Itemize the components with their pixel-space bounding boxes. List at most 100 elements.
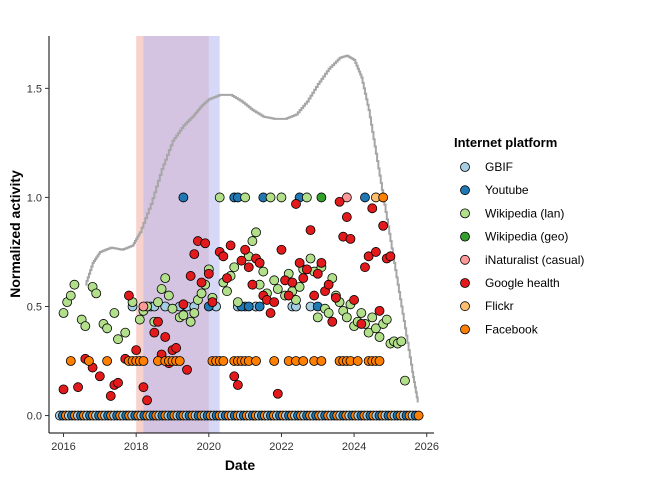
point-google-health	[356, 319, 367, 329]
point-wikipedia-lan	[196, 288, 207, 299]
point-google-health	[272, 388, 283, 399]
legend-key-facebook	[460, 324, 470, 335]
legend-key-gbif	[460, 162, 470, 172]
point-wikipedia-lan	[109, 308, 120, 318]
point-google-health	[113, 377, 123, 388]
legend-label-youtube: Youtube	[485, 183, 529, 197]
point-wikipedia-lan	[113, 334, 123, 345]
point-google-health	[124, 290, 134, 301]
point-google-health	[294, 257, 305, 268]
point-wikipedia-lan	[189, 308, 200, 318]
legend-key-youtube	[460, 185, 470, 196]
point-google-health	[309, 290, 320, 301]
point-google-health	[363, 251, 374, 262]
point-wikipedia-lan	[258, 266, 269, 277]
point-google-health	[254, 257, 265, 268]
point-facebook-baseline	[413, 410, 424, 421]
point-google-health	[269, 297, 280, 308]
x-tick-label: 2016	[51, 441, 75, 453]
point-google-health	[312, 268, 323, 279]
point-wikipedia-lan	[91, 288, 102, 299]
point-google-health	[345, 233, 356, 244]
y-tick-label: 1.5	[27, 83, 42, 95]
point-google-health	[283, 290, 294, 301]
point-wikipedia-lan	[134, 314, 145, 325]
legend-label-facebook: Facebook	[485, 322, 539, 336]
point-google-health	[367, 203, 378, 214]
point-google-health	[225, 240, 236, 251]
point-google-health	[331, 292, 341, 303]
point-youtube	[178, 192, 189, 203]
point-facebook	[269, 356, 280, 366]
point-google-health	[196, 277, 207, 288]
legend-label-gbif: GBIF	[485, 160, 513, 174]
point-google-health	[291, 199, 301, 209]
point-google-health	[105, 391, 116, 401]
point-facebook	[84, 356, 94, 366]
point-wikipedia-lan	[156, 284, 167, 294]
point-google-health	[298, 273, 309, 284]
legend-key-google-health	[460, 278, 470, 288]
point-wikipedia-lan	[229, 262, 240, 273]
x-tick-label: 2022	[269, 441, 293, 453]
point-google-health	[360, 262, 370, 273]
point-wikipedia-lan	[222, 286, 232, 297]
point-wikipedia-lan	[178, 310, 189, 321]
point-google-health	[138, 382, 149, 393]
point-wikipedia-lan	[65, 290, 76, 301]
point-wikipedia-lan	[363, 327, 374, 338]
point-facebook	[378, 192, 389, 203]
point-google-health	[323, 279, 334, 290]
point-wikipedia-lan	[367, 312, 378, 323]
point-inaturalist-casual	[341, 192, 352, 203]
point-wikipedia-lan	[341, 312, 352, 323]
point-wikipedia-lan	[305, 253, 316, 264]
point-google-health	[178, 299, 189, 310]
point-facebook	[65, 356, 76, 366]
point-google-health	[171, 343, 182, 353]
point-google-health	[232, 380, 243, 390]
point-facebook	[374, 356, 385, 366]
y-ticks: 0.0 0.5 1.0 1.5	[27, 83, 49, 423]
point-google-health	[189, 249, 200, 260]
x-tick-label: 2026	[414, 441, 438, 453]
point-google-health	[341, 212, 352, 222]
legend-key-inaturalist-casual	[460, 254, 470, 265]
point-wikipedia-lan	[356, 308, 367, 318]
point-google-health	[149, 327, 160, 338]
point-google-health	[73, 382, 83, 393]
point-youtube	[360, 192, 370, 203]
point-facebook	[138, 356, 149, 366]
point-wikipedia-lan	[163, 290, 174, 301]
point-google-health	[378, 220, 389, 231]
point-wikipedia-lan	[381, 314, 392, 325]
legend-label-google-health: Google health	[485, 276, 560, 290]
point-wikipedia-geo	[316, 192, 327, 203]
point-google-health	[287, 277, 298, 288]
point-wikipedia-lan	[265, 192, 276, 203]
point-inaturalist-casual	[138, 301, 149, 312]
point-google-health	[327, 316, 338, 327]
point-wikipedia-lan	[374, 332, 385, 342]
legend-key-wikipedia-geo	[460, 231, 470, 242]
point-google-health	[203, 268, 214, 279]
point-google-health	[207, 297, 218, 308]
shaded-periods	[136, 36, 220, 433]
point-google-health	[236, 255, 247, 266]
point-wikipedia-lan	[247, 236, 258, 246]
x-tick-label: 2020	[197, 441, 221, 453]
point-google-health	[301, 264, 312, 275]
point-wikipedia-lan	[294, 281, 305, 292]
point-youtube	[254, 301, 265, 312]
point-wikipedia-lan	[269, 275, 280, 286]
point-wikipedia-lan	[276, 192, 287, 203]
point-google-health	[185, 271, 196, 281]
point-wikipedia-lan	[214, 192, 225, 203]
point-facebook	[102, 356, 113, 366]
point-wikipedia-lan	[400, 375, 410, 386]
point-google-health	[153, 316, 163, 327]
point-google-health	[374, 305, 385, 316]
point-google-health	[240, 244, 251, 255]
legend-title: Internet platform	[454, 135, 557, 150]
